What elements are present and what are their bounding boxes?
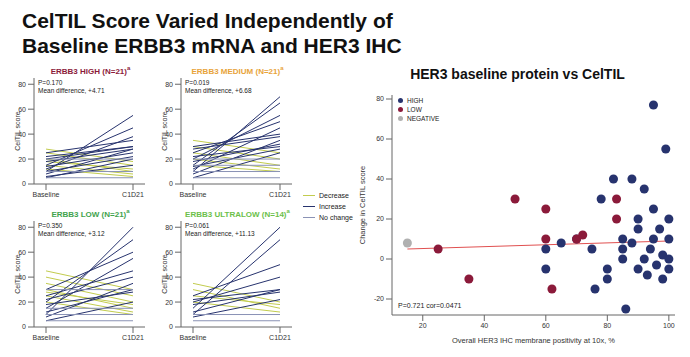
html-text:CelTIL Score Varied Independen: CelTIL Score Varied Independently of <box>22 9 393 32</box>
svg-text:Overall HER3 IHC membrane posi: Overall HER3 IHC membrane positivity at … <box>452 336 615 345</box>
svg-text:80: 80 <box>165 224 173 231</box>
svg-text:60: 60 <box>18 248 26 256</box>
svg-text:60: 60 <box>165 248 173 256</box>
svg-text:0: 0 <box>22 323 26 330</box>
svg-text:CelTIL score: CelTIL score <box>161 111 168 151</box>
html-text:Baseline ERBB3 mRNA and HER3 I: Baseline ERBB3 mRNA and HER3 IHC <box>22 34 402 57</box>
html-text:HER3 baseline protein vs CelTI: HER3 baseline protein vs CelTIL <box>410 66 625 82</box>
html-text:Mean difference, +11.13: Mean difference, +11.13 <box>185 230 255 237</box>
svg-text:40: 40 <box>165 130 173 138</box>
html-text:ERBB3 LOW (N=21)a: ERBB3 LOW (N=21)a <box>51 208 130 219</box>
svg-text:40: 40 <box>480 322 488 329</box>
svg-text:Baseline: Baseline <box>180 191 207 198</box>
svg-text:60: 60 <box>376 135 384 142</box>
svg-text:Change in CelTIL score: Change in CelTIL score <box>358 166 367 245</box>
svg-text:C1D21: C1D21 <box>269 191 291 198</box>
svg-text:Baseline: Baseline <box>33 334 60 341</box>
svg-text:Baseline: Baseline <box>180 334 207 341</box>
svg-text:60: 60 <box>18 105 26 113</box>
svg-text:0: 0 <box>169 180 173 187</box>
svg-text:40: 40 <box>18 130 26 138</box>
svg-text:CelTIL score: CelTIL score <box>14 111 21 151</box>
html-text:ERBB3 ULTRALOW (N=14)a: ERBB3 ULTRALOW (N=14)a <box>185 208 290 219</box>
svg-text:60: 60 <box>165 105 173 113</box>
html-text:ERBB3 MEDIUM (N=21)a: ERBB3 MEDIUM (N=21)a <box>191 65 284 76</box>
svg-text:40: 40 <box>165 273 173 281</box>
svg-text:100: 100 <box>663 322 675 329</box>
svg-text:40: 40 <box>18 273 26 281</box>
html-text:Increase: Increase <box>319 203 346 210</box>
svg-text:40: 40 <box>376 175 384 182</box>
svg-text:CelTIL score: CelTIL score <box>161 254 168 294</box>
svg-text:20: 20 <box>376 215 384 222</box>
svg-text:Baseline: Baseline <box>33 191 60 198</box>
html-text:P=0.350: P=0.350 <box>38 222 63 229</box>
svg-text:0: 0 <box>22 180 26 187</box>
html-text:LOW: LOW <box>407 106 422 113</box>
html-text:Mean difference, +4.71: Mean difference, +4.71 <box>38 87 105 94</box>
svg-text:C1D21: C1D21 <box>122 191 144 198</box>
html-text:Mean difference, +3.12: Mean difference, +3.12 <box>38 230 105 237</box>
svg-text:20: 20 <box>165 156 173 163</box>
html-text:Decrease: Decrease <box>319 192 349 199</box>
svg-text:0: 0 <box>380 255 384 262</box>
html-text:P=0.019: P=0.019 <box>185 79 210 86</box>
svg-text:20: 20 <box>18 156 26 163</box>
html-text:Mean difference, +6.68: Mean difference, +6.68 <box>185 87 252 94</box>
svg-text:80: 80 <box>376 95 384 102</box>
svg-text:-20: -20 <box>374 295 384 302</box>
svg-text:0: 0 <box>169 323 173 330</box>
html-text:P=0.721 cor=0.0471: P=0.721 cor=0.0471 <box>398 302 462 309</box>
svg-text:C1D21: C1D21 <box>269 334 291 341</box>
svg-text:80: 80 <box>18 81 26 88</box>
svg-text:20: 20 <box>419 322 427 329</box>
html-text:No change: No change <box>319 214 353 221</box>
svg-text:20: 20 <box>165 299 173 306</box>
svg-text:80: 80 <box>18 224 26 231</box>
svg-text:80: 80 <box>165 81 173 88</box>
svg-text:60: 60 <box>542 322 550 329</box>
svg-text:CelTIL score: CelTIL score <box>14 254 21 294</box>
svg-text:20: 20 <box>18 299 26 306</box>
html-text:HIGH: HIGH <box>407 97 424 104</box>
html-text:NEGATIVE: NEGATIVE <box>407 115 440 122</box>
html-text:P=0.170: P=0.170 <box>38 79 63 86</box>
svg-text:C1D21: C1D21 <box>122 334 144 341</box>
html-text:ERBB3 HIGH (N=21)a: ERBB3 HIGH (N=21)a <box>50 65 131 76</box>
html-text:P=0.061: P=0.061 <box>185 222 210 229</box>
svg-text:80: 80 <box>603 322 611 329</box>
